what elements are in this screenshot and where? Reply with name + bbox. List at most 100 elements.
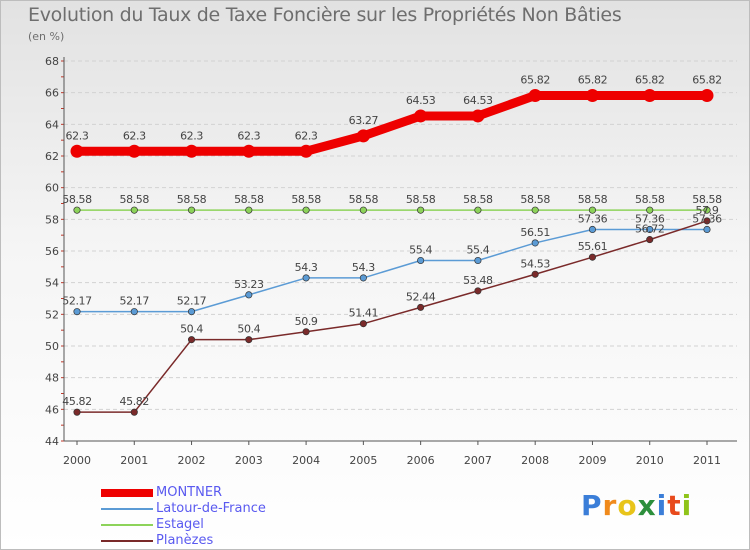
legend-swatch	[101, 489, 153, 497]
data-point-planezes	[187, 336, 196, 344]
logo-letter: t	[667, 489, 682, 522]
data-point-latour-de-france	[588, 225, 597, 234]
data-label: 57.36	[635, 212, 665, 225]
data-label: 54.53	[520, 257, 550, 270]
data-label: 52.17	[177, 295, 207, 308]
series-layer	[70, 89, 714, 416]
proxiti-logo: Proxiti	[581, 489, 692, 522]
y-tick-label: 68	[45, 55, 59, 68]
data-label: 53.48	[463, 274, 493, 287]
data-label: 54.3	[352, 261, 375, 274]
data-point-latour-de-france	[474, 256, 482, 265]
data-label: 65.82	[578, 74, 608, 87]
data-point-montner	[185, 144, 199, 158]
legend-label: Latour-de-France	[156, 501, 266, 516]
data-label: 55.4	[409, 244, 432, 257]
data-point-estagel	[359, 206, 367, 214]
data-label: 58.58	[291, 193, 321, 206]
y-tick-label: 60	[45, 182, 59, 195]
data-label: 62.3	[123, 129, 146, 142]
data-label: 52.17	[62, 295, 92, 308]
legend-swatch	[101, 524, 153, 526]
data-label: 45.82	[120, 395, 150, 408]
data-label: 58.58	[463, 193, 493, 206]
data-point-latour-de-france	[187, 308, 196, 316]
x-tick-label: 2005	[349, 454, 377, 467]
series-line-planezes	[76, 220, 708, 413]
data-label: 55.4	[466, 244, 489, 257]
y-tick-label: 66	[45, 87, 59, 100]
data-point-planezes	[646, 236, 654, 244]
x-tick-label: 2006	[407, 454, 435, 467]
x-tick-label: 2004	[292, 454, 320, 467]
data-label: 65.82	[692, 74, 722, 87]
data-point-planezes	[359, 320, 367, 328]
data-label: 65.82	[635, 74, 665, 87]
data-label: 50.4	[237, 323, 260, 336]
data-label: 57.36	[578, 212, 608, 225]
data-label: 64.53	[463, 94, 493, 107]
data-point-latour-de-france	[703, 225, 711, 234]
legend-label: Estagel	[156, 517, 204, 532]
data-point-montner	[127, 144, 141, 158]
data-label: 45.82	[62, 395, 92, 408]
legend-swatch	[101, 540, 153, 542]
data-label: 63.27	[349, 114, 379, 127]
data-point-montner	[471, 109, 485, 123]
y-tick-label: 58	[45, 213, 59, 226]
data-label: 58.58	[234, 193, 264, 206]
x-tick-label: 2008	[521, 454, 549, 467]
legend-swatch	[101, 508, 153, 510]
data-point-latour-de-france	[245, 291, 253, 299]
data-label: 62.3	[66, 129, 89, 142]
data-label: 53.23	[234, 278, 264, 291]
data-point-planezes	[474, 287, 482, 295]
data-point-planezes	[417, 303, 425, 311]
data-label: 65.82	[520, 74, 550, 87]
data-point-montner	[585, 89, 599, 103]
data-label: 56.51	[520, 226, 550, 239]
data-label: 58.58	[177, 193, 207, 206]
data-point-estagel	[417, 206, 425, 214]
x-tick-label: 2002	[178, 454, 206, 467]
y-tick-label: 50	[45, 340, 59, 353]
data-point-montner	[299, 144, 313, 158]
data-point-planezes	[130, 408, 138, 416]
y-tick-label: 52	[45, 308, 59, 321]
data-point-latour-de-france	[646, 225, 654, 234]
data-label: 57.36	[692, 212, 722, 225]
data-point-montner	[700, 89, 714, 103]
legend-item-montner: MONTNER	[101, 485, 321, 501]
y-tick-label: 44	[45, 435, 59, 448]
data-point-latour-de-france	[73, 308, 81, 316]
legend-label: Planèzes	[156, 533, 214, 548]
data-point-estagel	[73, 206, 81, 214]
data-label: 64.53	[406, 94, 436, 107]
x-tick-label: 2000	[63, 454, 91, 467]
x-tick-label: 2007	[464, 454, 492, 467]
data-label: 58.58	[62, 193, 92, 206]
data-label: 62.3	[237, 129, 260, 142]
legend-item-latour-de-france: Latour-de-France	[101, 501, 321, 517]
chart-title: Evolution du Taux de Taxe Foncière sur l…	[28, 4, 622, 26]
axes: 44 46 48 50 52 54 56 58 60 62 64 66 68 2000 2001 2002 20…	[45, 55, 737, 467]
data-point-estagel	[302, 206, 310, 214]
line-chart: 44 46 48 50 52 54 56 58 60 62 64 66 68 2000 2001 2002 20…	[45, 55, 737, 467]
data-label: 62.3	[180, 129, 203, 142]
data-label: 51.41	[349, 307, 379, 320]
data-label: 55.61	[578, 240, 608, 253]
data-label: 62.3	[295, 129, 318, 142]
data-point-latour-de-france	[130, 308, 138, 316]
series-line-latour-de-france	[76, 228, 708, 313]
data-point-estagel	[646, 206, 654, 214]
logo-letter: o	[617, 489, 638, 522]
data-point-planezes	[73, 408, 81, 416]
data-point-planezes	[531, 270, 539, 278]
data-label: 52.44	[406, 290, 436, 303]
data-point-latour-de-france	[531, 239, 539, 247]
data-point-montner	[70, 144, 84, 158]
logo-letter: P	[581, 489, 603, 522]
y-tick-label: 48	[45, 372, 59, 385]
logo-letter: r	[602, 489, 618, 522]
